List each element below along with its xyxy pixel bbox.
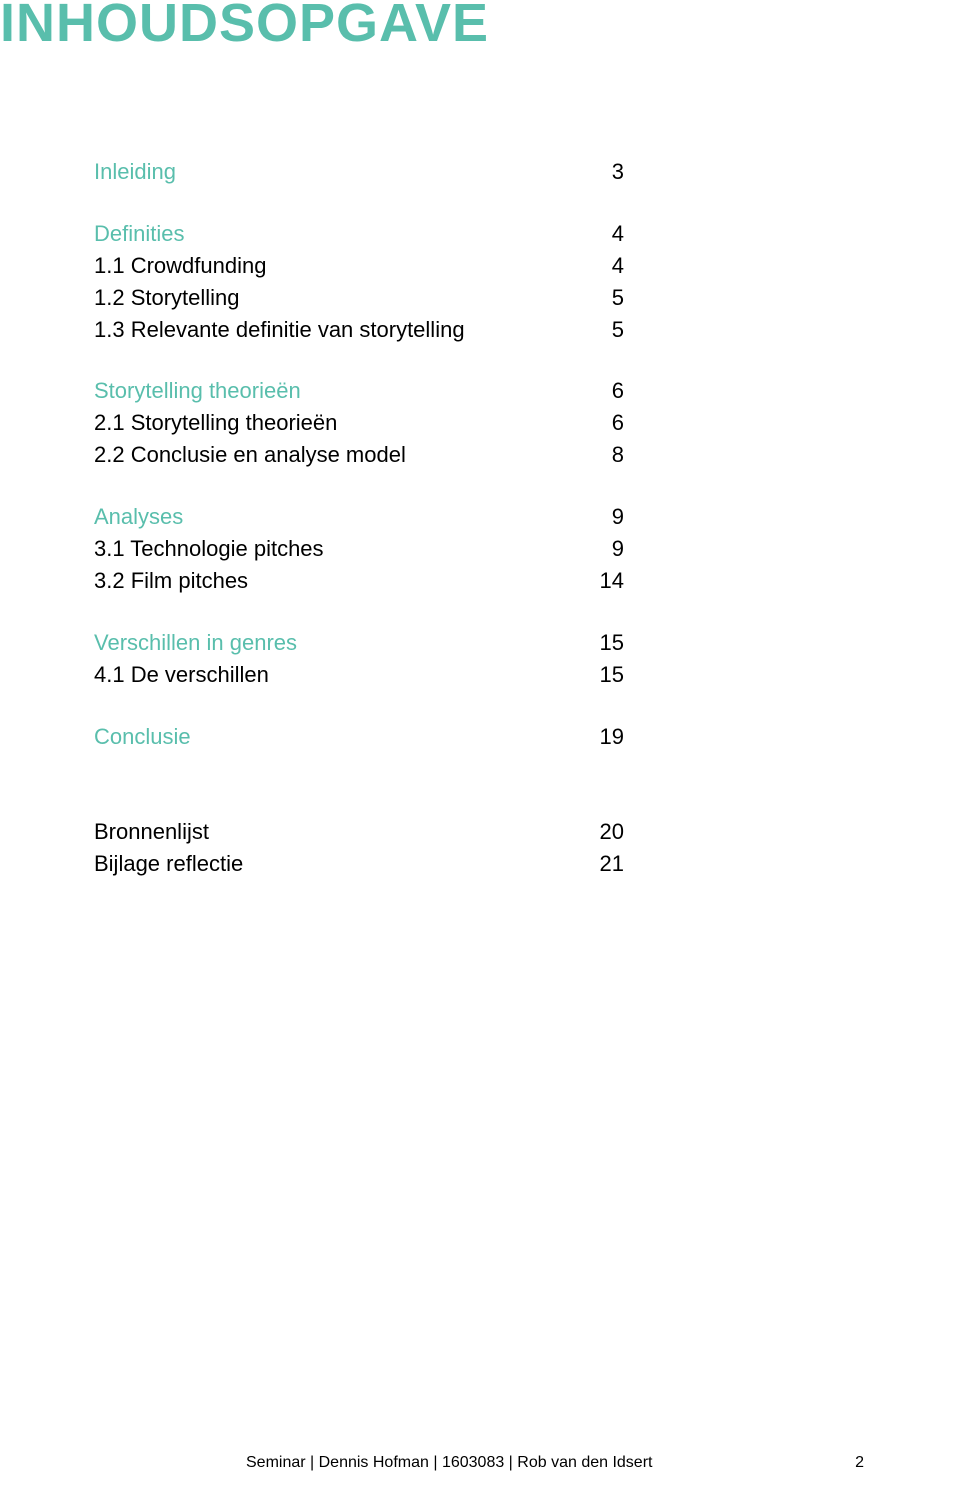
toc-page-number: 5 (584, 314, 624, 346)
toc-item-label: 3.1 Technologie pitches (94, 533, 324, 565)
page-title: INHOUDSOPGAVE (0, 0, 489, 54)
toc-heading-label: Definities (94, 218, 184, 250)
toc-item-label: 2.2 Conclusie en analyse model (94, 439, 406, 471)
toc-item-label: 1.2 Storytelling (94, 282, 240, 314)
table-of-contents: Inleiding3Definities41.1 Crowdfunding41.… (94, 156, 624, 910)
toc-heading-label: Storytelling theorieën (94, 375, 301, 407)
toc-row: Bijlage reflectie 21 (94, 848, 624, 880)
toc-row: Definities 4 (94, 218, 624, 250)
toc-section: Storytelling theorieën62.1 Storytelling … (94, 375, 624, 471)
toc-row: 3.2 Film pitches 14 (94, 565, 624, 597)
toc-page-number: 9 (584, 501, 624, 533)
toc-page-number: 15 (584, 627, 624, 659)
toc-row: Analyses 9 (94, 501, 624, 533)
toc-row: 1.3 Relevante definitie van storytelling… (94, 314, 624, 346)
footer-page-number: 2 (855, 1454, 864, 1472)
toc-page-number: 4 (584, 218, 624, 250)
toc-row: Storytelling theorieën 6 (94, 375, 624, 407)
toc-page-number: 20 (584, 816, 624, 848)
toc-heading-label: Analyses (94, 501, 183, 533)
toc-item-label: 1.3 Relevante definitie van storytelling (94, 314, 465, 346)
toc-row: Inleiding 3 (94, 156, 624, 188)
toc-page-number: 9 (584, 533, 624, 565)
toc-row: 2.2 Conclusie en analyse model 8 (94, 439, 624, 471)
toc-section: Verschillen in genres154.1 De verschille… (94, 627, 624, 691)
toc-item-label: 4.1 De verschillen (94, 659, 269, 691)
toc-section: Definities41.1 Crowdfunding41.2 Storytel… (94, 218, 624, 346)
toc-item-label: Bronnenlijst (94, 816, 209, 848)
toc-row: Bronnenlijst 20 (94, 816, 624, 848)
toc-heading-label: Inleiding (94, 156, 176, 188)
toc-section: Conclusie 19 (94, 721, 624, 753)
toc-page-number: 15 (584, 659, 624, 691)
toc-item-label: 1.1 Crowdfunding (94, 250, 266, 282)
toc-item-label: 2.1 Storytelling theorieën (94, 407, 337, 439)
toc-section: Inleiding 3 (94, 156, 624, 188)
toc-item-label: 3.2 Film pitches (94, 565, 248, 597)
toc-heading-label: Verschillen in genres (94, 627, 297, 659)
toc-item-label: Bijlage reflectie (94, 848, 243, 880)
toc-row: 4.1 De verschillen 15 (94, 659, 624, 691)
toc-row: 1.1 Crowdfunding 4 (94, 250, 624, 282)
page-footer: Seminar | Dennis Hofman | 1603083 | Rob … (0, 1454, 960, 1472)
toc-row: 2.1 Storytelling theorieën 6 (94, 407, 624, 439)
toc-page-number: 8 (584, 439, 624, 471)
toc-page-number: 21 (584, 848, 624, 880)
toc-page-number: 14 (584, 565, 624, 597)
toc-page-number: 6 (584, 375, 624, 407)
toc-page-number: 6 (584, 407, 624, 439)
toc-heading-label: Conclusie (94, 721, 191, 753)
toc-row: Conclusie 19 (94, 721, 624, 753)
toc-page-number: 19 (584, 721, 624, 753)
toc-page-number: 4 (584, 250, 624, 282)
toc-row: Verschillen in genres 15 (94, 627, 624, 659)
toc-row: 1.2 Storytelling 5 (94, 282, 624, 314)
toc-section: Analyses93.1 Technologie pitches93.2 Fil… (94, 501, 624, 597)
footer-text: Seminar | Dennis Hofman | 1603083 | Rob … (246, 1454, 652, 1472)
toc-row: 3.1 Technologie pitches 9 (94, 533, 624, 565)
toc-section: Bronnenlijst 20 Bijlage reflectie 21 (94, 816, 624, 880)
toc-page-number: 5 (584, 282, 624, 314)
toc-page-number: 3 (584, 156, 624, 188)
